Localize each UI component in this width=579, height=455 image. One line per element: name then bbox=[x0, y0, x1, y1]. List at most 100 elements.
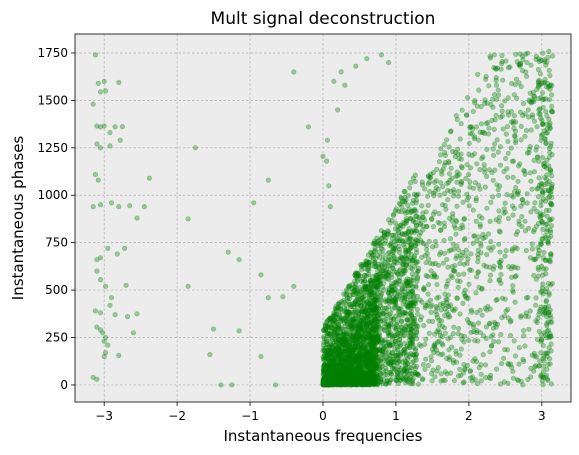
data-point bbox=[511, 133, 518, 139]
data-point bbox=[365, 363, 371, 369]
data-point bbox=[461, 271, 467, 277]
data-point bbox=[490, 244, 496, 250]
data-point bbox=[479, 312, 485, 318]
data-point bbox=[378, 337, 385, 343]
data-point bbox=[425, 202, 431, 208]
data-point bbox=[398, 195, 404, 201]
data-point bbox=[361, 344, 368, 350]
data-point bbox=[349, 344, 355, 351]
data-point bbox=[370, 301, 376, 307]
data-point bbox=[408, 365, 414, 371]
data-point bbox=[424, 251, 430, 257]
data-point bbox=[340, 363, 346, 369]
data-point bbox=[344, 331, 350, 337]
x-tick-label: 2 bbox=[465, 409, 473, 423]
data-point bbox=[391, 259, 397, 266]
data-point bbox=[356, 368, 362, 374]
data-point bbox=[545, 327, 552, 333]
data-point bbox=[458, 372, 464, 379]
data-point bbox=[416, 216, 423, 222]
data-point bbox=[325, 374, 331, 380]
data-point bbox=[354, 319, 360, 325]
data-point bbox=[323, 381, 329, 387]
data-point bbox=[507, 64, 513, 70]
data-point bbox=[346, 353, 352, 359]
data-point bbox=[336, 380, 343, 386]
data-point bbox=[513, 95, 520, 101]
data-point bbox=[428, 309, 434, 315]
data-point bbox=[543, 207, 550, 214]
data-point bbox=[342, 346, 348, 352]
data-point bbox=[360, 332, 366, 338]
data-point bbox=[528, 178, 534, 184]
data-point bbox=[382, 305, 388, 311]
data-point bbox=[327, 204, 333, 210]
data-point bbox=[510, 287, 516, 294]
data-point bbox=[265, 295, 271, 301]
data-point bbox=[338, 339, 344, 345]
data-point bbox=[459, 107, 465, 113]
data-point bbox=[333, 375, 339, 381]
data-point bbox=[346, 342, 352, 348]
data-point bbox=[363, 360, 370, 366]
data-point bbox=[366, 332, 372, 338]
data-point bbox=[481, 333, 487, 339]
data-point bbox=[392, 279, 398, 286]
data-point bbox=[430, 261, 436, 267]
data-point bbox=[325, 381, 331, 387]
data-point bbox=[382, 262, 388, 268]
data-point bbox=[347, 380, 353, 386]
data-point bbox=[521, 167, 527, 174]
data-point bbox=[413, 200, 419, 206]
data-point bbox=[527, 255, 534, 261]
data-point bbox=[336, 378, 342, 384]
data-point bbox=[504, 123, 511, 130]
data-point bbox=[547, 259, 553, 265]
data-point bbox=[372, 367, 378, 373]
data-point bbox=[360, 381, 366, 387]
data-point bbox=[335, 379, 341, 385]
data-point bbox=[462, 287, 468, 293]
data-point bbox=[380, 310, 386, 316]
data-point bbox=[333, 367, 339, 373]
data-point bbox=[489, 117, 495, 123]
data-point bbox=[529, 241, 535, 247]
data-point bbox=[457, 352, 463, 358]
data-point bbox=[433, 243, 439, 249]
data-point bbox=[476, 87, 482, 93]
data-point bbox=[369, 291, 375, 298]
data-point bbox=[358, 359, 365, 365]
data-point bbox=[539, 90, 546, 96]
data-point bbox=[100, 330, 106, 336]
data-point bbox=[482, 184, 489, 190]
data-point bbox=[442, 203, 448, 209]
data-point bbox=[468, 165, 474, 171]
data-point bbox=[442, 312, 448, 319]
data-point bbox=[509, 193, 515, 199]
data-point bbox=[338, 69, 344, 75]
data-point bbox=[448, 247, 454, 253]
data-point bbox=[469, 374, 476, 380]
data-point bbox=[359, 287, 365, 293]
data-point bbox=[332, 329, 339, 335]
data-point bbox=[207, 352, 213, 358]
data-point bbox=[512, 299, 518, 305]
data-point bbox=[373, 272, 379, 278]
data-point bbox=[515, 377, 521, 384]
data-point bbox=[326, 362, 333, 368]
data-point bbox=[495, 149, 501, 155]
data-point bbox=[542, 164, 548, 170]
data-point bbox=[546, 67, 552, 73]
data-point bbox=[505, 109, 511, 115]
data-point bbox=[372, 245, 378, 252]
data-point bbox=[464, 112, 470, 118]
data-point bbox=[408, 252, 415, 258]
data-point bbox=[548, 348, 554, 354]
data-point bbox=[408, 330, 414, 336]
data-point bbox=[499, 103, 505, 109]
data-point bbox=[539, 220, 546, 226]
data-point bbox=[502, 253, 508, 259]
data-point bbox=[323, 369, 329, 375]
data-point bbox=[364, 310, 370, 316]
data-point bbox=[280, 294, 286, 300]
